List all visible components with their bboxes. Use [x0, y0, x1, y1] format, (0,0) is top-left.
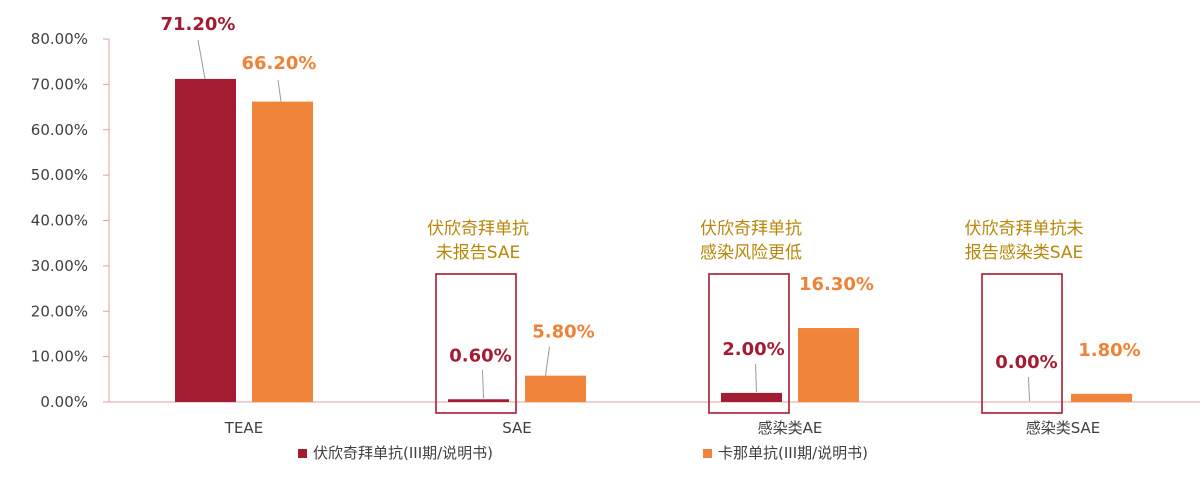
bar — [525, 375, 586, 402]
y-tick-label: 40.00% — [31, 212, 88, 230]
annotation-text: 伏欣奇拜单抗 — [427, 219, 529, 239]
x-category-label: 感染类AE — [758, 419, 823, 437]
x-category-label: 感染类SAE — [1026, 419, 1101, 437]
data-label: 16.30% — [799, 274, 874, 295]
legend: 伏欣奇拜单抗(III期/说明书) 卡那单抗(III期/说明书) — [298, 444, 868, 462]
data-label: 1.80% — [1078, 340, 1140, 361]
annotation-text: 伏欣奇拜单抗未 — [965, 219, 1084, 239]
y-axis: 0.00% 10.00% 20.00% 30.00% 40.00% 50.00% 60.00… — [31, 30, 110, 411]
data-label: 5.80% — [532, 322, 594, 343]
legend-swatch — [703, 449, 712, 458]
legend-label: 伏欣奇拜单抗(III期/说明书) — [313, 444, 493, 462]
highlight-box — [435, 273, 517, 414]
annotation-text: 感染风险更低 — [700, 243, 802, 263]
leader-line — [277, 79, 282, 102]
leader-line — [197, 39, 206, 80]
y-tick-label: 70.00% — [31, 75, 88, 93]
bar — [252, 101, 313, 403]
leader-line — [1028, 376, 1030, 402]
annotation-text: 伏欣奇拜单抗 — [700, 219, 802, 239]
leader-line — [545, 346, 550, 376]
leader-lines — [197, 39, 1030, 402]
legend-swatch — [298, 449, 307, 458]
y-tick-label: 30.00% — [31, 257, 88, 275]
bar — [721, 392, 782, 402]
x-category-label: SAE — [502, 419, 532, 437]
data-label: 0.60% — [449, 345, 511, 366]
bar — [798, 328, 859, 402]
x-category-label: TEAE — [224, 419, 263, 437]
annotation-text: 未报告SAE — [436, 243, 520, 263]
data-labels: 71.20% 0.60% 2.00% 0.00% 66.20% 5.80% 16.30% 1.… — [161, 14, 1141, 373]
leader-line — [755, 363, 757, 392]
y-tick-label: 10.00% — [31, 348, 88, 366]
leader-line — [482, 370, 484, 399]
y-tick-label: 0.00% — [40, 393, 88, 411]
data-label: 66.20% — [242, 53, 317, 74]
bars — [175, 78, 1132, 403]
data-label: 0.00% — [995, 352, 1057, 373]
y-tick-label: 80.00% — [31, 30, 88, 48]
y-tick-label: 50.00% — [31, 166, 88, 184]
bar — [448, 399, 509, 402]
highlight-box — [981, 273, 1063, 414]
bar — [1071, 393, 1132, 402]
data-label: 2.00% — [722, 339, 784, 360]
highlight-box — [708, 273, 790, 414]
legend-label: 卡那单抗(III期/说明书) — [718, 444, 868, 462]
bar — [175, 78, 236, 403]
annotation-text: 报告感染类SAE — [965, 243, 1083, 263]
x-axis: TEAE SAE 感染类AE 感染类SAE — [109, 401, 1200, 437]
y-tick-label: 60.00% — [31, 121, 88, 139]
data-label: 71.20% — [161, 14, 236, 35]
y-tick-label: 20.00% — [31, 302, 88, 320]
